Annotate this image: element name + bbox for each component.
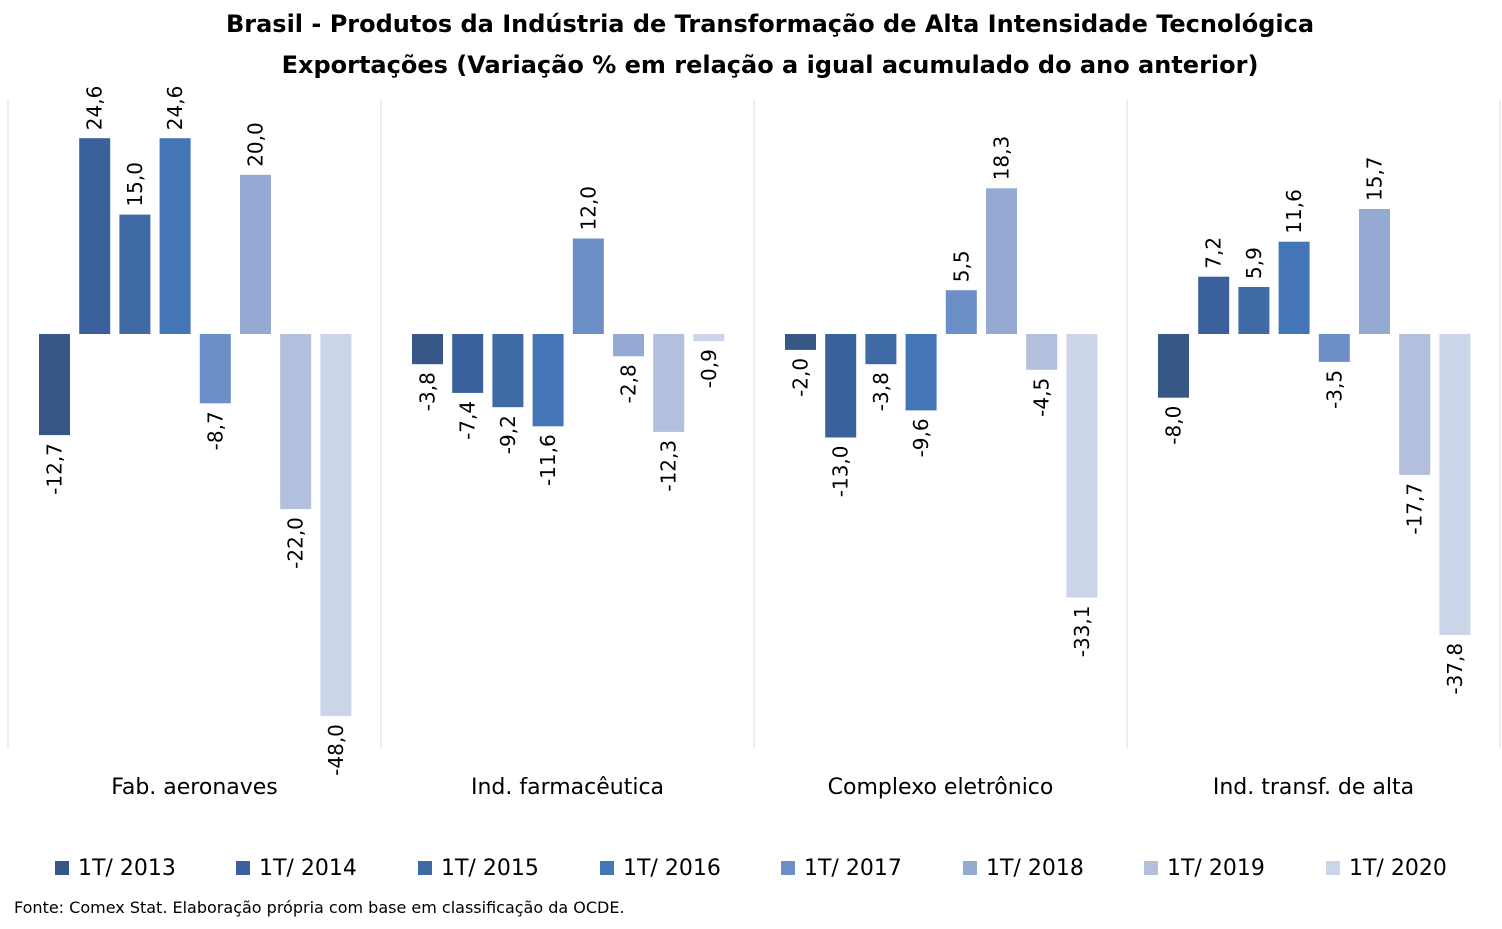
bar (825, 334, 857, 438)
legend-label: 1T/ 2016 (623, 855, 721, 881)
legend-swatch (600, 861, 614, 875)
data-label: -37,8 (1443, 643, 1467, 695)
bar (865, 334, 897, 365)
bar (613, 334, 644, 357)
legend-swatch (781, 861, 795, 875)
legend-swatch (1326, 861, 1340, 875)
data-label: 12,0 (576, 186, 600, 231)
legend-swatch (963, 861, 977, 875)
bar (39, 334, 70, 436)
data-label: 7,2 (1202, 237, 1226, 269)
legend-label: 1T/ 2017 (804, 855, 902, 881)
chart-title: Brasil - Produtos da Indústria de Transf… (225, 10, 1315, 38)
data-label: -12,3 (657, 440, 681, 492)
bar (119, 214, 151, 334)
data-label: -3,8 (416, 372, 440, 411)
data-label: -8,7 (203, 411, 227, 450)
data-label: 24,6 (163, 86, 187, 131)
bar (240, 174, 271, 334)
data-label: 20,0 (244, 122, 268, 167)
category-label: Ind. transf. de alta (1213, 775, 1414, 800)
data-label: -2,8 (617, 364, 641, 403)
legend-item: 1T/ 2015 (418, 850, 539, 886)
bar (532, 334, 564, 427)
data-label: -7,4 (456, 401, 480, 440)
data-label: -2,0 (789, 358, 813, 397)
legend-label: 1T/ 2019 (1167, 855, 1265, 881)
data-label: -48,0 (324, 724, 348, 776)
bar (1399, 334, 1431, 475)
data-label: -3,8 (869, 372, 893, 411)
bar (1278, 241, 1310, 334)
bar (785, 334, 816, 350)
bar (1359, 209, 1390, 334)
data-label: -8,0 (1162, 406, 1186, 445)
legend-item: 1T/ 2019 (1144, 850, 1265, 886)
category-label: Ind. farmacêutica (471, 775, 664, 800)
data-label: 15,0 (123, 162, 147, 207)
bar (986, 188, 1017, 334)
legend-label: 1T/ 2014 (259, 855, 357, 881)
legend-item: 1T/ 2014 (236, 850, 357, 886)
chart-legend: 1T/ 2013 1T/ 2014 1T/ 2015 1T/ 2016 1T/ 2017… (0, 850, 1502, 886)
data-label: -22,0 (284, 517, 308, 569)
data-label: 5,9 (1242, 247, 1266, 279)
data-label: 11,6 (1282, 189, 1306, 234)
data-label: -3,5 (1322, 370, 1346, 409)
data-label: 24,6 (83, 86, 107, 131)
data-label: -9,6 (909, 418, 933, 457)
bar (1238, 287, 1270, 334)
data-label: -9,2 (496, 415, 520, 454)
data-label: 15,7 (1363, 156, 1387, 201)
legend-swatch (1144, 861, 1158, 875)
legend-swatch (55, 861, 69, 875)
legend-item: 1T/ 2017 (781, 850, 902, 886)
bar (1066, 334, 1098, 598)
data-label: -17,7 (1403, 483, 1427, 535)
bar (280, 334, 312, 510)
bar (452, 334, 484, 393)
bar (1026, 334, 1058, 370)
bar (492, 334, 524, 408)
legend-label: 1T/ 2020 (1349, 855, 1447, 881)
source-note: Fonte: Comex Stat. Elaboração própria co… (14, 898, 625, 917)
data-label: 5,5 (949, 250, 973, 282)
bar (199, 334, 231, 404)
legend-swatch (236, 861, 250, 875)
data-label: 18,3 (990, 136, 1014, 181)
bar (320, 334, 352, 717)
bar (1318, 334, 1350, 362)
bar (1158, 334, 1189, 398)
legend-label: 1T/ 2018 (986, 855, 1084, 881)
bar (905, 334, 937, 411)
bar (1439, 334, 1471, 635)
bar (945, 290, 977, 334)
bar (79, 138, 111, 334)
data-label: -13,0 (829, 446, 853, 498)
category-label: Fab. aeronaves (111, 775, 278, 800)
category-label: Complexo eletrônico (828, 775, 1054, 800)
bar (693, 334, 725, 342)
legend-swatch (418, 861, 432, 875)
legend-item: 1T/ 2013 (55, 850, 176, 886)
legend-item: 1T/ 2020 (1326, 850, 1447, 886)
chart-subtitle: Exportações (Variação % em relação a igu… (281, 51, 1259, 79)
data-label: -11,6 (536, 434, 560, 486)
legend-label: 1T/ 2013 (78, 855, 176, 881)
data-label: -4,5 (1030, 378, 1054, 417)
data-label: -33,1 (1070, 606, 1094, 658)
legend-item: 1T/ 2018 (963, 850, 1084, 886)
bar (572, 238, 604, 334)
bar (1198, 276, 1230, 334)
data-label: -12,7 (43, 443, 67, 495)
legend-label: 1T/ 2015 (441, 855, 539, 881)
data-label: -0,9 (697, 349, 721, 388)
bar (412, 334, 443, 365)
bar (159, 138, 191, 334)
bar (653, 334, 685, 432)
legend-item: 1T/ 2016 (600, 850, 721, 886)
bar-chart: Fab. aeronaves Ind. farmacêutica Complexo … (7, 86, 1501, 800)
